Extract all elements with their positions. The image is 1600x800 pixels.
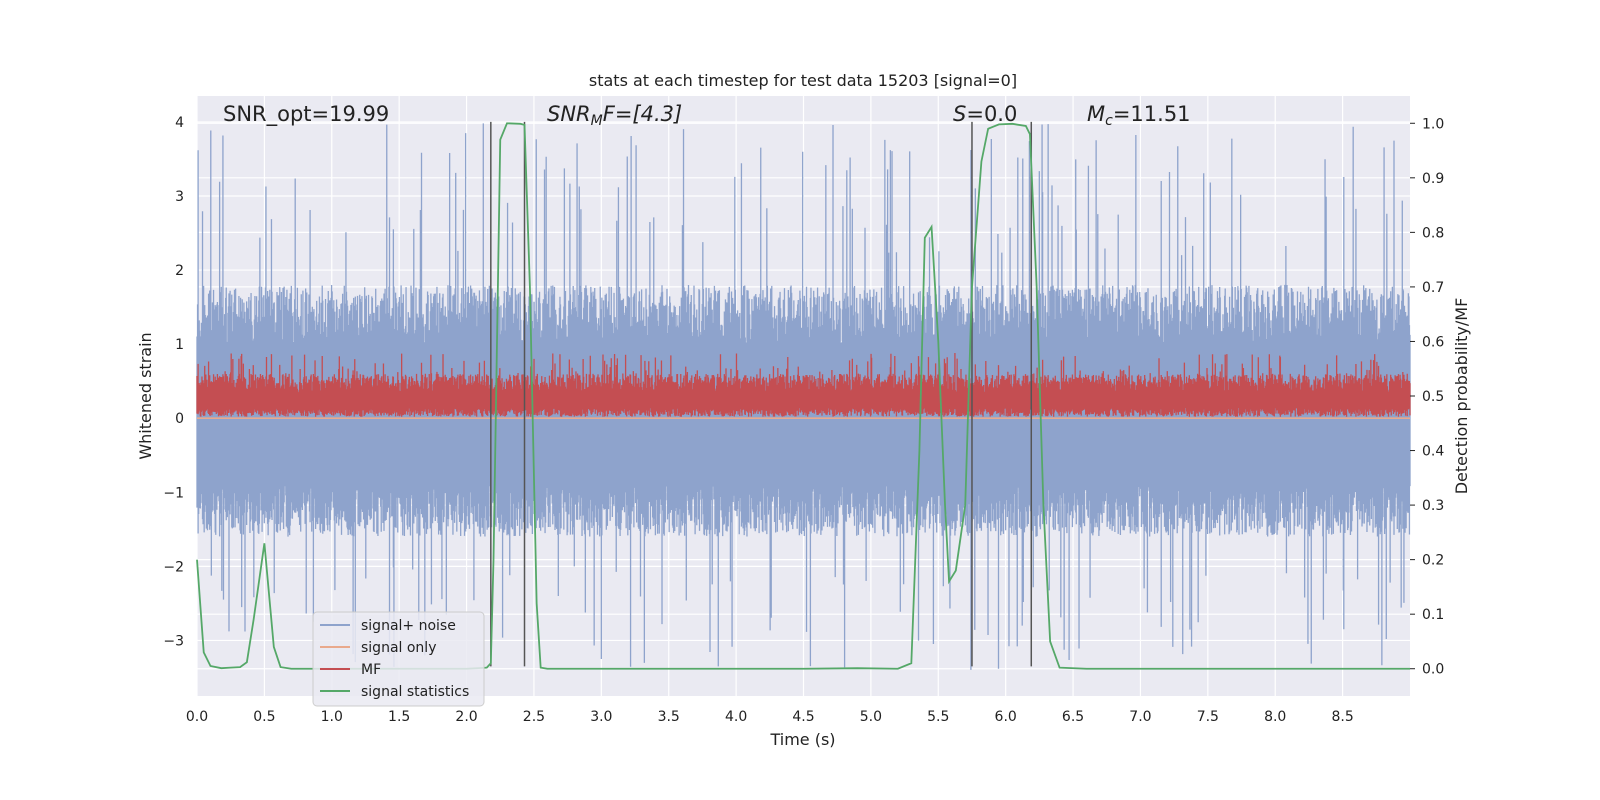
x-tick-label: 3.5 [658,709,680,725]
y2-tick-label: 0.8 [1422,225,1444,241]
y-tick-label: −1 [163,485,184,501]
y-tick-label: 3 [175,189,184,205]
y-tick-label: 2 [175,263,184,279]
x-tick-label: 3.0 [590,709,612,725]
x-tick-label: 2.0 [455,709,477,725]
x-axis-label: Time (s) [769,730,835,749]
y-tick-label: 0 [175,411,184,427]
y-axis-ticks: 4 3 2 1 0 −1 −2 −3 [163,115,184,650]
x-tick-label: 2.5 [523,709,545,725]
vertical-markers [490,121,1033,667]
y2-axis-label: Detection probability/MF [1452,298,1471,495]
y-axis-label: Whitened strain [136,332,155,459]
annotation-snr-mf-rest: F=[4.3] [603,102,682,126]
x-tick-label: 1.5 [388,709,410,725]
x-tick-label: 8.0 [1264,709,1286,725]
legend-box [312,611,485,707]
y-tick-label: −3 [163,633,184,649]
x-tick-label: 6.0 [995,709,1017,725]
y2-tick-label: 0.2 [1422,553,1444,569]
x-tick-label: 4.0 [725,709,747,725]
signal-statistics-line [196,122,1410,670]
y2-tick-label: 0.6 [1422,334,1444,350]
x-tick-label: 7.0 [1129,709,1151,725]
x-tick-label: 8.5 [1331,709,1353,725]
x-tick-label: 0.0 [186,709,208,725]
y2-tick-label: 0.3 [1422,498,1444,514]
legend-label-signal-noise: signal+ noise [361,618,456,634]
y2-tick-label: 0.4 [1422,444,1444,460]
annotation-mc-sub: c [1105,113,1113,129]
y-tick-label: 1 [175,337,184,353]
x-tick-label: 6.5 [1062,709,1084,725]
legend-label-mf: MF [361,662,381,678]
x-tick-label: 5.0 [860,709,882,725]
y2-tick-label: 0.5 [1422,389,1444,405]
y2-tick-label: 0.1 [1422,607,1444,623]
mf-line [196,353,1411,417]
series-mf [196,353,1411,417]
annotation-s-main: S [953,102,966,126]
y2-axis-ticks: 1.0 0.9 0.8 0.7 0.6 0.5 0.4 0.3 0.2 0.1 0.0 [1410,116,1444,678]
annotation-mc-rest: =11.51 [1113,102,1191,126]
y2-tick-label: 0.9 [1422,171,1444,187]
y-tick-label: −2 [163,559,184,575]
legend-label-signal-only: signal only [361,640,436,656]
x-tick-label: 0.5 [253,709,275,725]
annotation-snr-mf: SNRMF=[4.3] [547,102,682,129]
series-signal-statistics [196,122,1410,670]
annotation-s: S=0.0 [953,102,1017,126]
legend-label-signal-statistics: signal statistics [361,684,469,700]
x-axis-ticks: 0.0 0.5 1.0 1.5 2.0 2.5 3.0 3.5 4.0 4.5 5.0 5.5 6.0 6… [186,709,1354,725]
y-tick-label: 4 [175,115,184,131]
x-tick-label: 1.0 [321,709,343,725]
annotation-snr-mf-sub: M [591,113,603,129]
x-tick-label: 5.5 [927,709,949,725]
annotation-snr-opt: SNR_opt=19.99 [223,102,389,127]
y2-tick-label: 0.0 [1422,662,1444,678]
annotation-mc-main: M [1087,102,1105,126]
x-tick-label: 4.5 [792,709,814,725]
annotation-mc: Mc=11.51 [1087,102,1191,129]
chart-title: stats at each timestep for test data 152… [589,71,1017,90]
annotation-snr-mf-main: SNR [547,102,591,126]
legend: signal+ noise signal only MF signal stat… [312,611,485,707]
y2-tick-label: 1.0 [1422,116,1444,132]
annotation-s-rest: =0.0 [966,102,1017,126]
x-tick-label: 7.5 [1197,709,1219,725]
y2-tick-label: 0.7 [1422,280,1444,296]
